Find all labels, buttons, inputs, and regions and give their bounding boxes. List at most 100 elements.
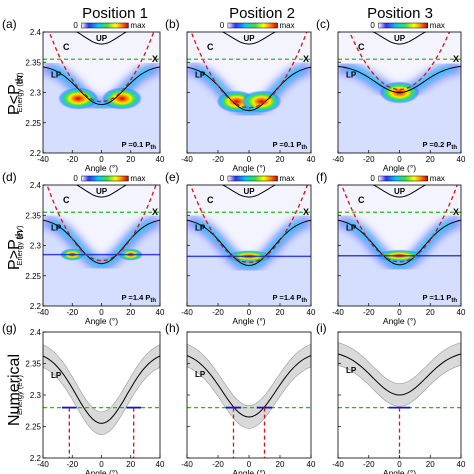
lower-polariton-label: LP xyxy=(346,223,357,232)
upper-polariton-curve xyxy=(221,32,277,45)
lower-polariton-curve xyxy=(338,65,461,94)
upper-polariton-curve xyxy=(372,185,427,198)
panel-i: LP -40 -20 0 20 40 Angle (°) (i) xyxy=(316,321,466,474)
x-tick-label: -20 xyxy=(66,155,78,164)
lower-polariton-curve xyxy=(187,355,311,418)
x-tick-label: -20 xyxy=(66,308,78,317)
plot-area xyxy=(43,32,160,153)
plot-area xyxy=(187,185,311,306)
upper-polariton-label: UP xyxy=(394,34,406,43)
x-tick-label: -20 xyxy=(363,460,375,469)
plot-area xyxy=(43,332,160,458)
panel-d: UP LP C X P =1.4 Pth -40 -20 0 20 40 Angle (°) 2.2 2… xyxy=(2,170,165,326)
x-tick-label: -40 xyxy=(181,155,193,164)
x-tick-label: 40 xyxy=(307,155,316,164)
cavity-label: C xyxy=(358,42,365,52)
x-axis-label: Angle (°) xyxy=(232,468,265,474)
colorbar-min-label: 0 xyxy=(220,21,225,30)
x-tick-label: -40 xyxy=(181,308,193,317)
panel-h: LP -40 -20 0 20 40 Angle (°) (h) xyxy=(165,321,316,474)
x-tick-label: 20 xyxy=(276,460,285,469)
emission-peak xyxy=(58,87,99,110)
x-tick-label: 0 xyxy=(397,460,402,469)
colorbar xyxy=(81,175,129,182)
cavity-mode-curve xyxy=(189,185,309,264)
colorbar-min-label: 0 xyxy=(370,174,375,183)
lower-polariton-label: LP xyxy=(195,370,206,379)
y-tick-label: 2.4 xyxy=(30,328,42,337)
x-tick-label: 20 xyxy=(426,155,435,164)
plot-area xyxy=(338,32,461,153)
x-tick-label: 0 xyxy=(247,308,252,317)
colorbar xyxy=(378,22,429,29)
colorbar-max-label: max xyxy=(130,174,145,183)
exciton-label: X xyxy=(303,54,309,64)
panel-label: (b) xyxy=(165,17,180,31)
x-tick-label: 20 xyxy=(126,155,135,164)
cavity-mode-curve xyxy=(341,185,458,263)
column-title-2: Position 2 xyxy=(229,5,295,22)
x-tick-label: -40 xyxy=(332,460,344,469)
emission-tail xyxy=(338,66,461,153)
plot-area xyxy=(338,332,461,458)
plot-background xyxy=(187,332,311,458)
x-tick-label: 40 xyxy=(307,460,316,469)
x-tick-label: 40 xyxy=(457,155,466,164)
y-axis-label: Energy (eV) xyxy=(15,374,24,415)
row-label-above-threshold: P>Pth xyxy=(6,230,26,270)
panel-c: UP LP C X P =0.2 Pth -40 -20 0 20 40 Angle (°) (c) 0… xyxy=(316,17,466,173)
y-tick-label: 2.35 xyxy=(25,211,41,220)
y-tick-label: 2.3 xyxy=(30,391,42,400)
colorbar xyxy=(227,175,278,182)
lower-polariton-label: LP xyxy=(51,223,62,232)
x-tick-label: -20 xyxy=(212,155,224,164)
x-axis-label: Angle (°) xyxy=(383,468,416,474)
upper-polariton-label: UP xyxy=(394,187,406,196)
y-tick-label: 2.25 xyxy=(25,119,41,128)
cavity-label: C xyxy=(63,195,70,205)
x-axis-label: Angle (°) xyxy=(85,163,118,173)
upper-polariton-curve xyxy=(75,32,128,45)
pump-power-label: P =0.1 Pth xyxy=(121,140,156,151)
cavity-label: C xyxy=(63,42,70,52)
x-axis-label: Angle (°) xyxy=(85,316,118,326)
y-tick-label: 2.25 xyxy=(25,423,41,432)
upper-polariton-label: UP xyxy=(243,34,255,43)
cavity-label: C xyxy=(207,195,214,205)
panel-label: (c) xyxy=(316,17,330,31)
x-tick-label: -40 xyxy=(332,155,344,164)
pump-power-label: P =1.1 Pth xyxy=(422,293,457,304)
pump-power-label: P =0.1 Pth xyxy=(272,140,307,151)
x-tick-label: -20 xyxy=(66,460,78,469)
colorbar-min-label: 0 xyxy=(370,21,375,30)
x-tick-label: -40 xyxy=(37,308,49,317)
colorbar-max-label: max xyxy=(430,174,445,183)
row-labels: P<Pth P>Pth Numerical xyxy=(6,75,26,426)
panel-label: (g) xyxy=(2,321,17,335)
emission-peak xyxy=(241,90,282,113)
polariton-band xyxy=(338,342,461,407)
y-tick-label: 2.2 xyxy=(30,454,42,463)
y-tick-label: 2.25 xyxy=(25,272,41,281)
cavity-label: C xyxy=(358,195,365,205)
cavity-mode-curve xyxy=(348,32,451,91)
column-title-3: Position 3 xyxy=(367,5,433,22)
panel-label: (h) xyxy=(165,321,180,335)
x-tick-label: 20 xyxy=(126,308,135,317)
pump-power-label: P =1.4 Pth xyxy=(272,293,307,304)
colorbar-max-label: max xyxy=(130,21,145,30)
panel-label: (i) xyxy=(316,321,327,335)
upper-polariton-curve xyxy=(75,185,128,198)
polariton-band xyxy=(43,344,160,436)
cavity-mode-curve xyxy=(48,32,155,103)
x-tick-label: 20 xyxy=(126,460,135,469)
cavity-label: C xyxy=(207,42,214,52)
row-label-numerical: Numerical xyxy=(6,354,23,426)
colorbar xyxy=(378,175,429,182)
exciton-label: X xyxy=(453,207,459,217)
exciton-label: X xyxy=(303,207,309,217)
x-tick-label: -40 xyxy=(332,308,344,317)
x-tick-label: 0 xyxy=(247,155,252,164)
y-tick-label: 2.2 xyxy=(30,149,42,158)
